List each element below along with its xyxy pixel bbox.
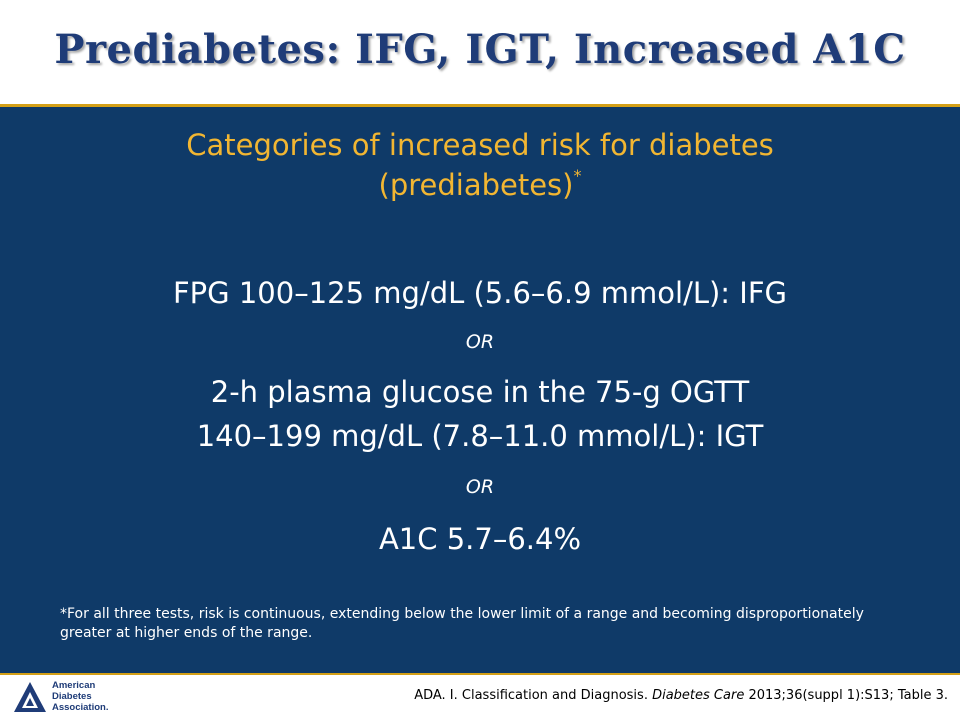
subtitle-line-1: Categories of increased risk for diabete… [186, 128, 774, 162]
footer: American Diabetes Association. ADA. I. C… [0, 675, 960, 720]
criterion-fpg: FPG 100–125 mg/dL (5.6–6.9 mmol/L): IFG [173, 276, 787, 310]
subtitle-prediabetes: (prediabetes) [378, 168, 574, 202]
ada-logo: American Diabetes Association. [12, 680, 122, 716]
criterion-ogtt-line-1: 2-h plasma glucose in the 75-g OGTT [210, 375, 750, 409]
slide-title: Prediabetes: IFG, IGT, Increased A1C [54, 26, 906, 73]
subtitle-line-2: (prediabetes)* [0, 165, 960, 205]
content-panel: Categories of increased risk for diabete… [0, 107, 960, 673]
citation-journal: Diabetes Care [652, 688, 745, 703]
logo-line: Diabetes [52, 691, 92, 702]
logo-line: Association. [52, 702, 109, 713]
footnote: *For all three tests, risk is continuous… [60, 606, 864, 641]
logo-line: American [52, 680, 96, 691]
or-separator-1: OR [465, 331, 495, 353]
citation-details: 2013;36(suppl 1):S13; Table 3. [748, 688, 948, 703]
or-separator-2: OR [465, 476, 495, 498]
title-bar: Prediabetes: IFG, IGT, Increased A1C [0, 0, 960, 104]
triangle-logo-icon [14, 682, 46, 712]
subtitle-asterisk: * [573, 166, 582, 185]
criterion-a1c: A1C 5.7–6.4% [378, 522, 582, 556]
citation-authors: ADA. I. Classification and Diagnosis. [414, 688, 648, 703]
criterion-ogtt-line-2: 140–199 mg/dL (7.8–11.0 mmol/L): IGT [196, 419, 764, 453]
title-divider [0, 104, 960, 107]
citation: ADA. I. Classification and Diagnosis. Di… [414, 688, 948, 703]
slide-subtitle: Categories of increased risk for diabete… [0, 125, 960, 205]
logo-wordmark: American Diabetes Association. [52, 680, 109, 713]
footer-divider [0, 673, 960, 675]
